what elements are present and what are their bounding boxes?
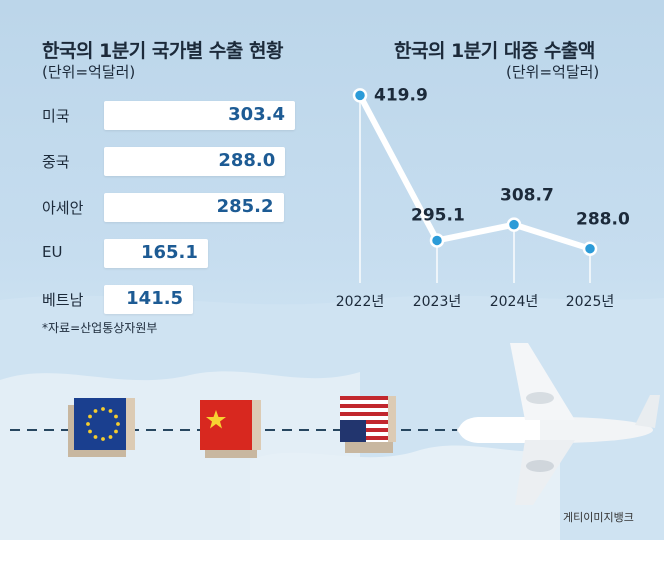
bar: 288.0 (104, 147, 286, 176)
bar: 141.5 (104, 285, 194, 314)
bar-chart-title: 한국의 1분기 국가별 수출 현황 (42, 40, 283, 62)
bar-category-label: 베트남 (42, 291, 84, 309)
series-line (357, 93, 591, 252)
x-tick-label: 2025년 (566, 294, 615, 310)
line-chart: 419.9 2022년 295.1 2023년 308.7 2024년 288.0 2025년 (336, 85, 630, 310)
bar-value-label: 141.5 (126, 288, 184, 309)
x-tick-label: 2024년 (490, 294, 539, 310)
eu-flag-icon (68, 398, 135, 457)
data-value-label: 295.1 (411, 205, 465, 225)
bar-category-label: 중국 (42, 153, 70, 171)
bar-value-label: 303.4 (228, 104, 285, 125)
data-value-label: 419.9 (374, 85, 428, 105)
data-value-label: 308.7 (500, 186, 554, 206)
bar-value-label: 165.1 (140, 242, 198, 263)
data-point (506, 217, 522, 232)
data-point (352, 88, 368, 103)
bar-value-label: 288.0 (218, 150, 276, 171)
x-tick-label: 2023년 (413, 294, 462, 310)
usa-flag-icon (340, 396, 396, 453)
bar: 285.2 (104, 193, 284, 222)
bar-category-label: 미국 (42, 107, 70, 125)
bar-value-label: 285.2 (216, 196, 274, 217)
bar: 303.4 (104, 101, 295, 130)
line-chart-unit: (단위=억달러) (506, 63, 600, 81)
bar-category-label: 아세안 (42, 199, 84, 217)
data-value-label: 288.0 (576, 210, 630, 230)
bar: 165.1 (104, 239, 208, 268)
source-note: *자료=산업통상자원부 (42, 321, 158, 335)
image-credit: 게티이미지뱅크 (563, 511, 634, 524)
bar-category-label: EU (42, 243, 63, 261)
china-flag-icon (200, 400, 261, 458)
data-point (582, 241, 598, 256)
data-point (429, 233, 445, 248)
x-tick-label: 2022년 (336, 294, 385, 310)
line-chart-title: 한국의 1분기 대중 수출액 (394, 40, 595, 62)
bar-chart-unit: (단위=억달러) (42, 63, 136, 81)
airplane-icon (457, 343, 660, 505)
